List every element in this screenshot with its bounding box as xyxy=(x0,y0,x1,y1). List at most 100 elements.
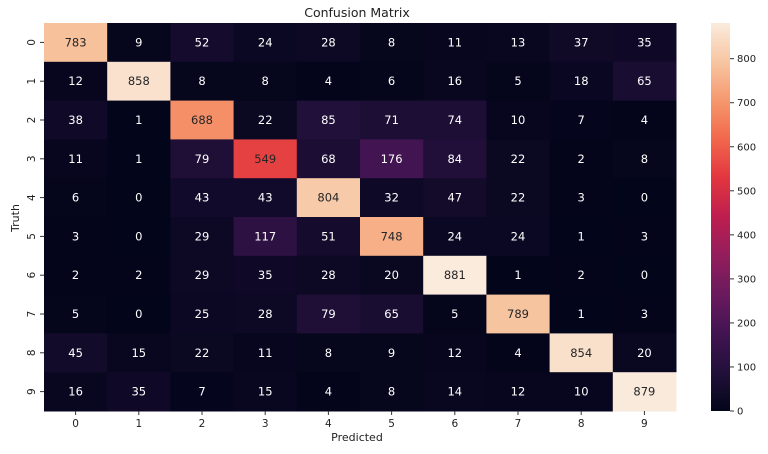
y-tick-label: 9 xyxy=(26,388,38,395)
cell-value-label: 854 xyxy=(570,346,592,360)
heatmap-cell xyxy=(360,61,424,102)
colorbar-tick-label: 100 xyxy=(737,362,756,373)
cell-value-label: 4 xyxy=(514,346,521,360)
cell-value-label: 4 xyxy=(325,385,332,399)
heatmap-cell xyxy=(233,255,298,296)
cell-value-label: 35 xyxy=(131,385,146,399)
cell-value-label: 45 xyxy=(68,346,83,360)
cell-value-label: 8 xyxy=(388,385,395,399)
cell-value-label: 6 xyxy=(388,74,395,88)
heatmap-cell xyxy=(486,255,551,296)
heatmap-cell xyxy=(612,139,677,179)
heatmap-cell xyxy=(44,100,108,140)
heatmap-cell xyxy=(423,217,487,257)
heatmap-cell xyxy=(360,333,424,373)
cell-value-label: 7 xyxy=(198,385,205,399)
cell-value-label: 29 xyxy=(195,268,210,282)
heatmap-cell xyxy=(486,372,551,412)
heatmap-cell xyxy=(296,333,361,373)
heatmap-cell xyxy=(107,178,171,218)
heatmap-cell xyxy=(486,139,551,179)
heatmap-cell xyxy=(44,139,108,179)
x-tick-label: 4 xyxy=(325,418,332,430)
colorbar-tick-label: 700 xyxy=(737,98,756,109)
cell-value-label: 2 xyxy=(72,268,79,282)
x-tick-label: 9 xyxy=(641,418,648,430)
heatmap-cell xyxy=(107,294,171,334)
cell-value-label: 5 xyxy=(514,74,521,88)
colorbar-tick-label: 0 xyxy=(737,407,743,418)
heatmap-cell xyxy=(486,100,551,140)
cell-value-label: 748 xyxy=(381,229,403,243)
heatmap-cell xyxy=(549,217,614,257)
y-tick-label: 1 xyxy=(26,78,38,85)
cell-value-label: 2 xyxy=(135,268,142,282)
cell-value-label: 37 xyxy=(574,35,589,49)
cell-value-label: 28 xyxy=(321,268,336,282)
heatmap-cell xyxy=(612,100,677,140)
heatmap-cell xyxy=(296,100,361,140)
colorbar-tick-label: 200 xyxy=(737,318,756,329)
heatmap-cell xyxy=(423,100,487,140)
heatmap-cell xyxy=(486,333,551,373)
heatmap-cell xyxy=(107,372,171,412)
heatmap-cell xyxy=(296,178,361,218)
heatmap-cell xyxy=(296,139,361,179)
cell-value-label: 688 xyxy=(191,113,213,127)
heatmap-cell xyxy=(170,217,235,257)
heatmap-cell xyxy=(233,61,298,102)
heatmap-cell xyxy=(549,333,614,373)
cell-value-label: 22 xyxy=(511,191,526,205)
heatmap-cell xyxy=(233,178,298,218)
heatmap-cell xyxy=(360,255,424,296)
cell-value-label: 79 xyxy=(195,152,210,166)
cell-value-label: 20 xyxy=(384,268,399,282)
cell-value-label: 3 xyxy=(641,229,648,243)
x-tick-label: 0 xyxy=(72,418,79,430)
heatmap-cell xyxy=(44,61,108,102)
colorbar xyxy=(711,23,730,411)
cell-value-label: 4 xyxy=(325,74,332,88)
x-tick-label: 1 xyxy=(135,418,142,430)
cell-value-label: 51 xyxy=(321,229,336,243)
cell-value-label: 18 xyxy=(574,74,589,88)
cell-value-label: 789 xyxy=(507,307,529,321)
cell-value-label: 3 xyxy=(72,229,79,243)
cell-value-label: 15 xyxy=(131,346,146,360)
heatmap-cell xyxy=(233,333,298,373)
cell-value-label: 117 xyxy=(254,229,276,243)
heatmap-cell xyxy=(549,255,614,296)
y-tick-label: 4 xyxy=(26,194,38,201)
heatmap-cell xyxy=(233,139,298,179)
heatmap-cell xyxy=(296,217,361,257)
heatmap-cell xyxy=(170,294,235,334)
heatmap-cell xyxy=(296,372,361,412)
heatmap-cell xyxy=(486,294,551,334)
heatmap-cell xyxy=(170,61,235,102)
heatmap-cell xyxy=(296,255,361,296)
heatmap-cell xyxy=(296,23,361,63)
heatmap-cell xyxy=(170,23,235,63)
x-tick-label: 5 xyxy=(388,418,395,430)
heatmap-cell xyxy=(360,294,424,334)
cell-value-label: 8 xyxy=(198,74,205,88)
heatmap-cell xyxy=(296,294,361,334)
heatmap-cell xyxy=(170,100,235,140)
cell-value-label: 38 xyxy=(68,113,83,127)
heatmap-cell xyxy=(233,372,298,412)
heatmap-cell xyxy=(486,217,551,257)
cell-value-label: 28 xyxy=(321,35,336,49)
cell-value-label: 8 xyxy=(325,346,332,360)
y-axis-label: Truth xyxy=(9,204,22,233)
colorbar-tick-label: 600 xyxy=(737,142,756,153)
cell-value-label: 74 xyxy=(447,113,462,127)
cell-value-label: 47 xyxy=(447,191,462,205)
y-tick-label: 6 xyxy=(26,272,38,279)
colorbar-ticks: 0 100 200 300 400 500 600 700 800 xyxy=(730,54,756,418)
cell-value-label: 804 xyxy=(317,191,339,205)
cell-value-label: 43 xyxy=(258,191,273,205)
cell-value-label: 11 xyxy=(258,346,273,360)
cell-value-label: 1 xyxy=(135,113,142,127)
cell-value-label: 22 xyxy=(258,113,273,127)
